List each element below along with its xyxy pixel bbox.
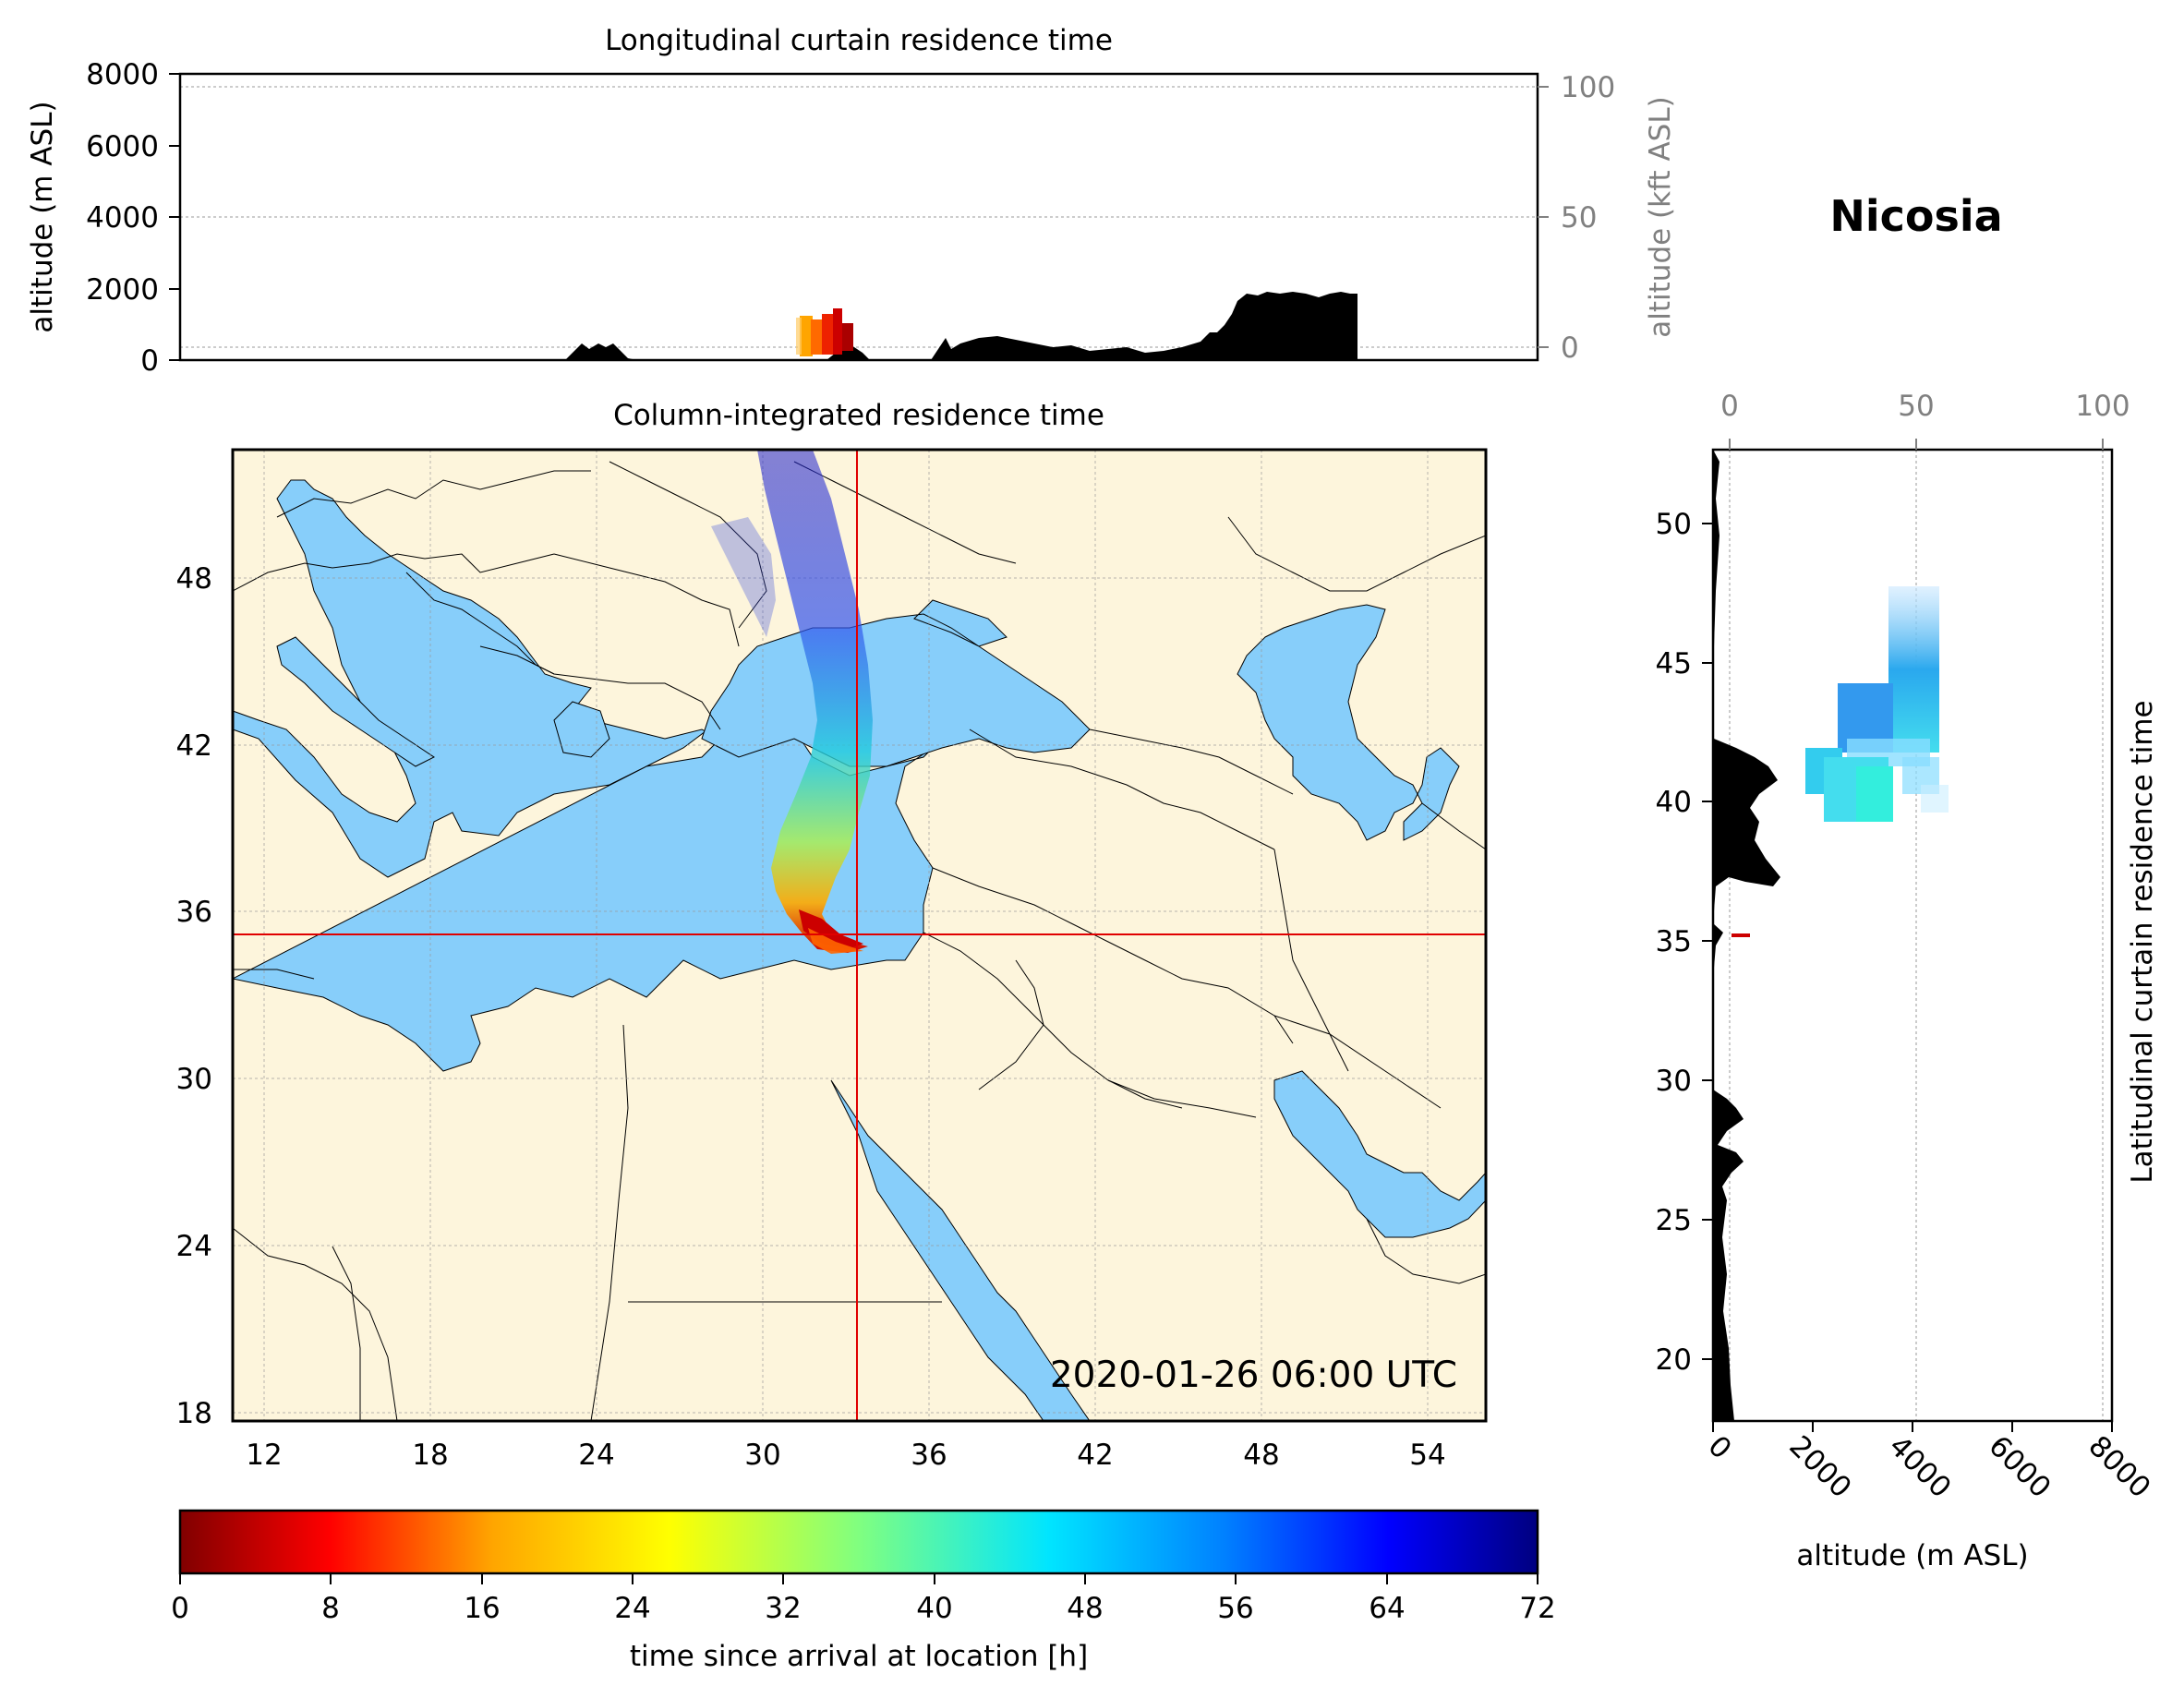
lat-xtick-6000: 6000 (1982, 1429, 2057, 1504)
cbar-label: time since arrival at location [h] (630, 1640, 1088, 1673)
lat-ytick-50: 50 (1656, 508, 1692, 541)
long-ytick-right-0: 0 (1561, 331, 1579, 365)
lat-ytick-45: 45 (1656, 647, 1692, 680)
lat-xtick-top-0: 0 (1720, 390, 1739, 423)
map-gridlines (233, 450, 1486, 1421)
lat-ytick-30: 30 (1656, 1065, 1692, 1098)
latitudinal-plume (1732, 586, 1949, 937)
map-plume (711, 450, 873, 954)
latitudinal-panel: 20 25 30 35 40 45 50 0 50 100 0 2000 400… (1656, 390, 2159, 1572)
cbar-tick-16: 16 (464, 1592, 500, 1625)
cbar-tick-32: 32 (765, 1592, 801, 1625)
colorbar: 0 8 16 24 32 40 48 56 64 72 time since a… (171, 1509, 1556, 1673)
map-xtick-42: 42 (1077, 1439, 1113, 1472)
cbar-tick-24: 24 (614, 1592, 650, 1625)
cbar-tick-40: 40 (916, 1592, 952, 1625)
station-name: Nicosia (1829, 191, 2002, 241)
map-frame (231, 448, 1488, 1423)
lat-xtick-2000: 2000 (1782, 1429, 1857, 1504)
lat-xtick-top-100: 100 (2075, 390, 2130, 423)
long-ylabel-right: altitude (kft ASL) (1644, 96, 1677, 337)
longitudinal-plume (796, 308, 853, 356)
long-ytick-right-100: 100 (1561, 71, 1615, 104)
map-borders (233, 461, 1486, 1421)
long-ytick-0: 0 (140, 344, 159, 378)
map-xtick-54: 54 (1409, 1439, 1445, 1472)
long-ytick-right-50: 50 (1561, 201, 1597, 235)
longitudinal-terrain (565, 292, 1357, 360)
map-xtick-18: 18 (412, 1439, 448, 1472)
map-timestamp: 2020-01-26 06:00 UTC (1050, 1355, 1457, 1396)
lat-xtick-top-50: 50 (1898, 390, 1934, 423)
map-xtick-36: 36 (911, 1439, 947, 1472)
map-crosshair (233, 450, 1486, 1421)
longitudinal-panel: Longitudinal curtain residence time (26, 24, 1677, 378)
lat-xlabel: altitude (m ASL) (1796, 1539, 2028, 1572)
long-ytick-6000: 6000 (86, 130, 159, 163)
map-ytick-48: 48 (176, 562, 212, 596)
map-seas (233, 479, 1486, 1421)
map-title: Column-integrated residence time (613, 399, 1104, 432)
long-ytick-8000: 8000 (86, 58, 159, 91)
map-ytick-36: 36 (176, 896, 212, 929)
lat-ytick-40: 40 (1656, 786, 1692, 819)
lat-ytick-25: 25 (1656, 1204, 1692, 1237)
lat-ytick-35: 35 (1656, 925, 1692, 958)
map-ytick-18: 18 (176, 1397, 212, 1430)
map-xtick-30: 30 (744, 1439, 780, 1472)
colorbar-gradient (178, 1509, 1539, 1575)
map-xtick-24: 24 (578, 1439, 614, 1472)
cbar-tick-0: 0 (171, 1592, 189, 1625)
long-ylabel-left: altitude (m ASL) (26, 101, 59, 332)
map-xtick-12: 12 (246, 1439, 282, 1472)
long-ytick-2000: 2000 (86, 273, 159, 307)
lat-ylabel-right: Latitudinal curtain residence time (2126, 700, 2159, 1183)
map-panel: Column-integrated residence time (176, 399, 1488, 1472)
latitudinal-terrain (1713, 450, 1780, 1421)
cbar-tick-8: 8 (321, 1592, 340, 1625)
lat-xtick-0: 0 (1701, 1429, 1737, 1465)
map-ytick-24: 24 (176, 1230, 212, 1263)
map-xtick-48: 48 (1243, 1439, 1279, 1472)
lat-xtick-4000: 4000 (1882, 1429, 1957, 1504)
longitudinal-title: Longitudinal curtain residence time (605, 24, 1113, 57)
map-ytick-30: 30 (176, 1063, 212, 1096)
cbar-tick-56: 56 (1217, 1592, 1253, 1625)
map-ytick-42: 42 (176, 729, 212, 763)
long-ytick-4000: 4000 (86, 201, 159, 235)
lat-xtick-8000: 8000 (2081, 1429, 2156, 1504)
cbar-tick-48: 48 (1067, 1592, 1103, 1625)
lat-ytick-20: 20 (1656, 1343, 1692, 1377)
cbar-tick-64: 64 (1369, 1592, 1405, 1625)
cbar-tick-72: 72 (1519, 1592, 1555, 1625)
